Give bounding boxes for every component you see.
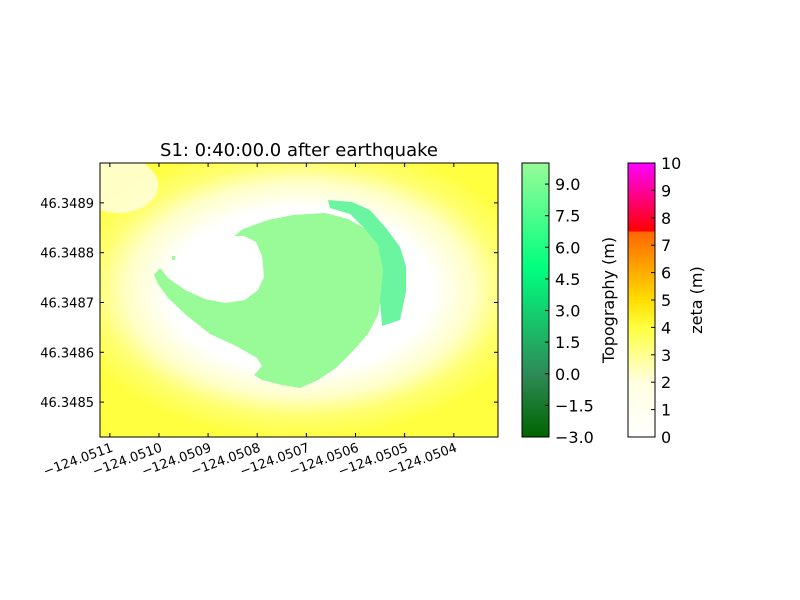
y-tick-label: 46.3485 <box>40 396 94 411</box>
y-tick-label: 46.3488 <box>40 247 94 262</box>
topography-colorbar-tick-label: −3.0 <box>555 428 594 447</box>
topography-colorbar-ticks: −3.0 −1.5 0.0 1.5 3.0 4.5 6.0 7.5 9.0 <box>545 175 594 447</box>
zeta-colorbar: 0 1 2 3 4 5 6 7 8 9 10 zeta (m) <box>627 154 706 447</box>
y-tick-label: 46.3487 <box>40 296 94 311</box>
topography-colorbar-tick-label: 4.5 <box>555 270 580 289</box>
topography-colorbar-tick-label: 7.5 <box>555 207 580 226</box>
zeta-colorbar-tick-label: 5 <box>661 291 671 310</box>
chart-title: S1: 0:40:00.0 after earthquake <box>160 140 438 161</box>
topography-colorbar-fill <box>522 163 549 437</box>
zeta-colorbar-tick-label: 8 <box>661 209 671 228</box>
zeta-colorbar-label: zeta (m) <box>687 266 706 333</box>
topography-colorbar-tick-label: −1.5 <box>555 396 594 415</box>
zeta-colorbar-tick-label: 4 <box>661 318 671 337</box>
topography-colorbar-frame <box>521 162 550 438</box>
plot-area <box>100 163 498 437</box>
land-ridge <box>328 200 406 326</box>
zeta-colorbar-tick-label: 10 <box>661 154 681 173</box>
land-pixel <box>172 256 175 260</box>
topography-colorbar-tick-label: 1.5 <box>555 333 580 352</box>
y-tick-label: 46.3486 <box>40 346 94 361</box>
land-island <box>154 213 383 388</box>
water-pale-corner <box>100 163 158 213</box>
zeta-colorbar-tick-label: 7 <box>661 236 671 255</box>
topography-colorbar-tick-label: 9.0 <box>555 175 580 194</box>
zeta-colorbar-tick-label: 3 <box>661 346 671 365</box>
y-tick-label: 46.3489 <box>40 197 94 212</box>
zeta-colorbar-tick-label: 9 <box>661 181 671 200</box>
zeta-colorbar-tick-label: 1 <box>661 401 671 420</box>
topography-colorbar-tick-label: 6.0 <box>555 238 580 257</box>
zeta-colorbar-ticks: 0 1 2 3 4 5 6 7 8 9 10 <box>651 154 681 447</box>
zeta-colorbar-tick-label: 6 <box>661 264 671 283</box>
y-axis-ticks: 46.3485 46.3486 46.3487 46.3488 46.3489 <box>40 197 498 411</box>
zeta-colorbar-fill <box>628 163 655 437</box>
zeta-colorbar-tick-label: 2 <box>661 373 671 392</box>
plot-frame <box>99 162 499 438</box>
topography-colorbar-label: Topography (m) <box>599 237 618 364</box>
topography-colorbar-tick-label: 0.0 <box>555 365 580 384</box>
topography-colorbar: −3.0 −1.5 0.0 1.5 3.0 4.5 6.0 7.5 9.0 Topography… <box>521 162 618 447</box>
zeta-colorbar-tick-label: 0 <box>661 428 671 447</box>
topography-colorbar-tick-label: 3.0 <box>555 302 580 321</box>
